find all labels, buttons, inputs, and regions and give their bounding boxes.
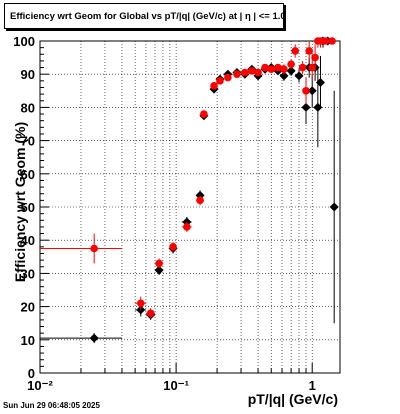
data-point xyxy=(196,196,204,205)
data-point xyxy=(224,73,232,82)
x-tick-label: 10⁻² xyxy=(27,378,53,393)
x-tick-label: 1 xyxy=(309,378,316,393)
data-point xyxy=(328,37,336,45)
chart-title: Efficiency wrt Geom for Global vs pT/|q|… xyxy=(10,11,286,22)
y-tick-label: 10 xyxy=(21,333,35,348)
axis-ticks: 0 10 20 30 40 50 60 70 80 90 100 10⁻² 10⁻¹ 1 xyxy=(13,34,316,393)
data-point xyxy=(308,63,317,72)
data-point xyxy=(89,333,99,343)
data-point xyxy=(200,110,208,118)
y-tick-label: 90 xyxy=(21,67,35,82)
data-point xyxy=(146,309,155,318)
data-point xyxy=(169,243,177,251)
data-point xyxy=(321,37,330,45)
title-box: Efficiency wrt Geom for Global vs pT/|q|… xyxy=(4,3,286,29)
data-point xyxy=(294,71,304,81)
data-point xyxy=(254,68,262,77)
x-tick-label: 10⁻¹ xyxy=(163,378,189,393)
data-point xyxy=(261,63,269,72)
data-point xyxy=(248,67,256,75)
y-tick-label: 60 xyxy=(21,167,35,182)
data-point xyxy=(241,68,249,77)
data-point xyxy=(301,102,311,112)
data-point xyxy=(279,71,289,81)
y-tick-label: 20 xyxy=(21,300,35,315)
y-tick-label: 30 xyxy=(21,266,35,281)
y-tick-label: 70 xyxy=(21,134,35,149)
y-tick-label: 80 xyxy=(21,100,35,115)
data-point xyxy=(329,202,339,212)
data-point xyxy=(280,65,288,74)
y-tick-label: 100 xyxy=(13,34,35,49)
grid-lines xyxy=(40,41,340,373)
data-point xyxy=(90,244,98,253)
data-marks xyxy=(40,36,339,344)
data-point xyxy=(216,77,224,85)
data-point xyxy=(154,265,164,275)
data-point xyxy=(210,82,218,90)
data-point xyxy=(287,60,295,69)
timestamp: Sun Jun 29 06:48:05 2025 xyxy=(3,401,100,410)
data-point xyxy=(183,223,191,231)
data-point xyxy=(291,47,300,55)
x-axis-label: pT/|q| (GeV/c) xyxy=(247,391,338,407)
data-point xyxy=(286,66,296,76)
data-point xyxy=(155,259,163,268)
y-tick-label: 50 xyxy=(21,200,35,215)
data-point xyxy=(311,53,319,62)
data-point xyxy=(136,299,145,308)
data-point xyxy=(298,63,307,72)
data-point xyxy=(315,78,325,87)
y-axis-label: Efficiency wrt Geom (%) xyxy=(12,121,28,283)
data-point xyxy=(233,70,241,78)
data-point xyxy=(302,87,310,95)
y-tick-label: 0 xyxy=(28,366,35,381)
data-point xyxy=(305,47,313,55)
data-point xyxy=(274,63,282,72)
data-point xyxy=(307,86,317,96)
data-point xyxy=(267,65,276,74)
y-tick-label: 40 xyxy=(21,233,35,248)
